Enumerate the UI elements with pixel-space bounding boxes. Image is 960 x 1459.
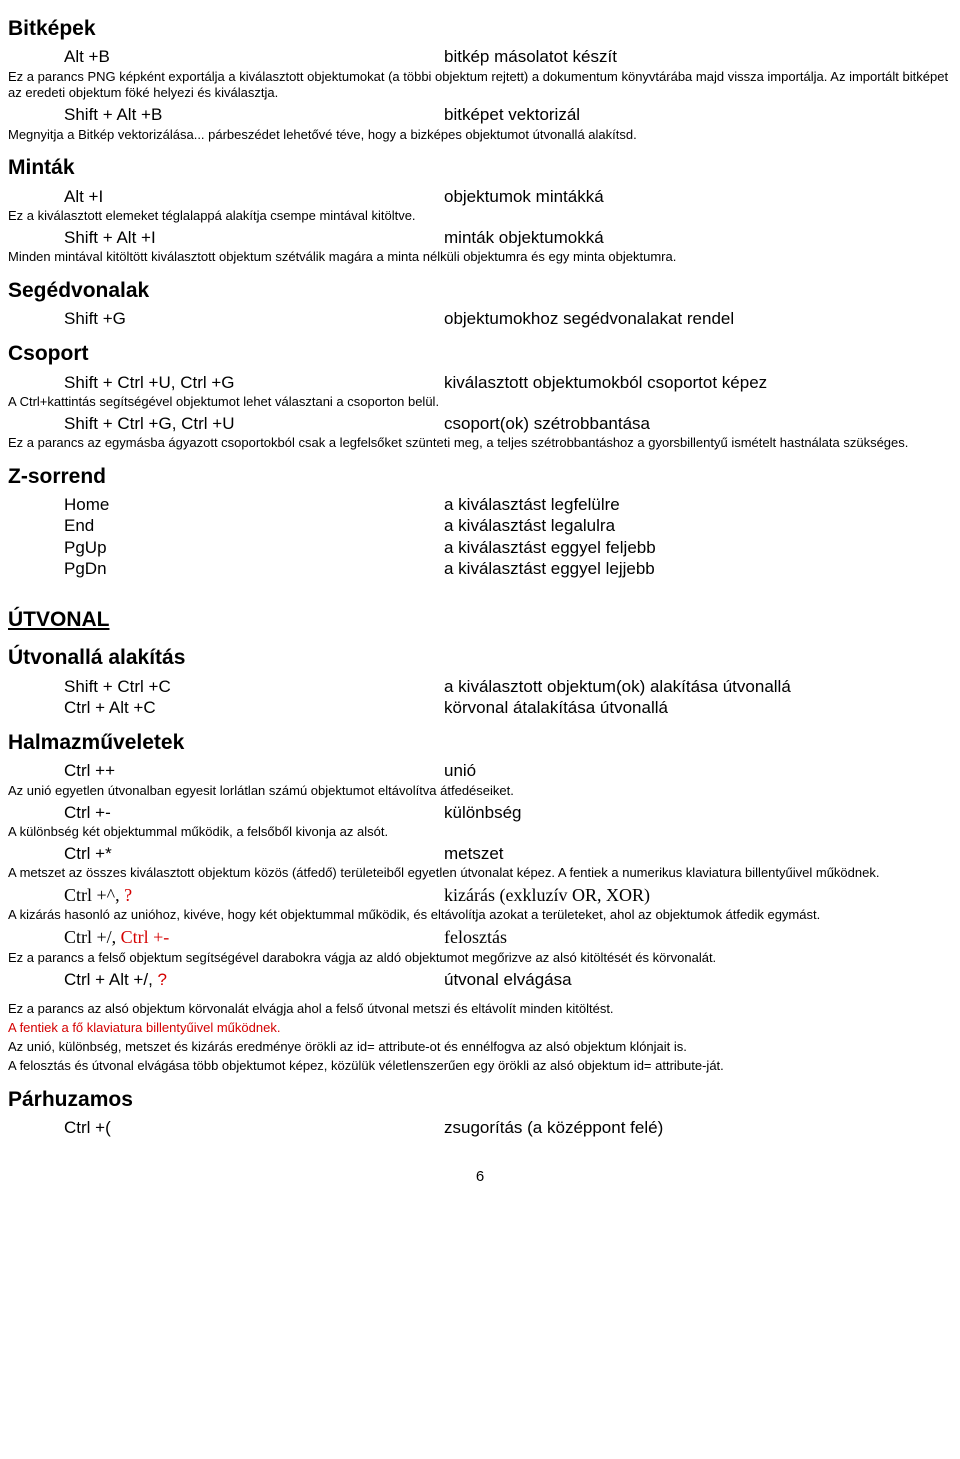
shortcut-row: PgUp a kiválasztást eggyel feljebb xyxy=(8,537,952,558)
description: A Ctrl+kattintás segítségével objektumot… xyxy=(8,394,952,411)
shortcut-action: bitképet vektorizál xyxy=(444,104,952,125)
shortcut-action: a kiválasztást legalulra xyxy=(444,515,952,536)
shortcut-action: a kiválasztott objektum(ok) alakítása út… xyxy=(444,676,952,697)
description: Az unió, különbség, metszet és kizárás e… xyxy=(8,1039,952,1056)
page-number: 6 xyxy=(8,1168,952,1187)
shortcut-row: Ctrl +* metszet xyxy=(8,843,952,864)
shortcut-key: Shift +G xyxy=(8,308,444,329)
shortcut-row: Shift + Alt +I minták objektumokká xyxy=(8,227,952,248)
spacer xyxy=(8,990,952,1000)
shortcut-key: Ctrl +( xyxy=(8,1117,444,1138)
shortcut-row: Ctrl + Alt +/, ? útvonal elvágása xyxy=(8,969,952,990)
shortcut-row: Alt +I objektumok mintákká xyxy=(8,186,952,207)
shortcut-row: Shift + Alt +B bitképet vektorizál xyxy=(8,104,952,125)
shortcut-action: objektumok mintákká xyxy=(444,186,952,207)
shortcut-row: Ctrl + Alt +C körvonal átalakítása útvon… xyxy=(8,697,952,718)
shortcut-action: útvonal elvágása xyxy=(444,969,952,990)
description: Ez a parancs a felső objektum segítségév… xyxy=(8,950,952,967)
description: Ez a parancs az egymásba ágyazott csopor… xyxy=(8,435,952,452)
shortcut-key: Ctrl + Alt +/, ? xyxy=(8,969,444,990)
section-title: Halmazműveletek xyxy=(8,730,952,756)
shortcut-action: minták objektumokká xyxy=(444,227,952,248)
description: A metszet az összes kiválasztott objektu… xyxy=(8,865,952,882)
shortcut-row: Ctrl ++ unió xyxy=(8,760,952,781)
shortcut-action: bitkép másolatot készít xyxy=(444,46,952,67)
key-part: Ctrl +/ xyxy=(64,927,112,947)
shortcut-key: Ctrl + Alt +C xyxy=(8,697,444,718)
shortcut-key: Shift + Ctrl +G, Ctrl +U xyxy=(8,413,444,434)
section-title: Bitképek xyxy=(8,16,952,42)
description: Ez a parancs PNG képként exportálja a ki… xyxy=(8,69,952,103)
shortcut-key: Shift + Alt +B xyxy=(8,104,444,125)
section-title: Útvonallá alakítás xyxy=(8,645,952,671)
shortcut-action: kizárás (exkluzív OR, XOR) xyxy=(444,884,952,907)
shortcut-action: objektumokhoz segédvonalakat rendel xyxy=(444,308,952,329)
shortcut-action: metszet xyxy=(444,843,952,864)
description: Ez a kiválasztott elemeket téglalappá al… xyxy=(8,208,952,225)
key-part-red: ? xyxy=(124,885,132,905)
shortcut-row: Shift + Ctrl +C a kiválasztott objektum(… xyxy=(8,676,952,697)
shortcut-row: Ctrl +( zsugorítás (a középpont felé) xyxy=(8,1117,952,1138)
section-title: Segédvonalak xyxy=(8,278,952,304)
shortcut-action: különbség xyxy=(444,802,952,823)
shortcut-row: PgDn a kiválasztást eggyel lejjebb xyxy=(8,558,952,579)
shortcut-row: Shift +G objektumokhoz segédvonalakat re… xyxy=(8,308,952,329)
key-part: Ctrl + Alt +/, xyxy=(64,970,158,989)
description: A felosztás és útvonal elvágása több obj… xyxy=(8,1058,952,1075)
description: Az unió egyetlen útvonalban egyesit lorl… xyxy=(8,783,952,800)
shortcut-row: Ctrl +- különbség xyxy=(8,802,952,823)
shortcut-row: Ctrl +/, Ctrl +- felosztás xyxy=(8,926,952,949)
description: Ez a parancs az alsó objektum körvonalát… xyxy=(8,1001,952,1018)
shortcut-key: PgUp xyxy=(8,537,444,558)
shortcut-key: Ctrl +/, Ctrl +- xyxy=(8,926,444,949)
shortcut-key: Ctrl +* xyxy=(8,843,444,864)
description: A kizárás hasonló az unióhoz, kivéve, ho… xyxy=(8,907,952,924)
shortcut-action: zsugorítás (a középpont felé) xyxy=(444,1117,952,1138)
shortcut-action: a kiválasztást eggyel lejjebb xyxy=(444,558,952,579)
shortcut-row: Shift + Ctrl +U, Ctrl +G kiválasztott ob… xyxy=(8,372,952,393)
key-part: Ctrl +^, xyxy=(64,885,124,905)
shortcut-key: Shift + Ctrl +C xyxy=(8,676,444,697)
shortcut-action: a kiválasztást eggyel feljebb xyxy=(444,537,952,558)
key-part: , xyxy=(112,927,121,947)
section-title: Minták xyxy=(8,155,952,181)
description-red: A fentiek a fő klaviatura billentyűivel … xyxy=(8,1020,952,1037)
description: Minden mintával kitöltött kiválasztott o… xyxy=(8,249,952,266)
shortcut-key: Ctrl +^, ? xyxy=(8,884,444,907)
description: A különbség két objektummal működik, a f… xyxy=(8,824,952,841)
shortcut-key: Home xyxy=(8,494,444,515)
shortcut-action: csoport(ok) szétrobbantása xyxy=(444,413,952,434)
shortcut-key: PgDn xyxy=(8,558,444,579)
section-title: Csoport xyxy=(8,341,952,367)
shortcut-key: Alt +B xyxy=(8,46,444,67)
shortcut-key: End xyxy=(8,515,444,536)
shortcut-row: End a kiválasztást legalulra xyxy=(8,515,952,536)
shortcut-action: unió xyxy=(444,760,952,781)
shortcut-action: a kiválasztást legfelülre xyxy=(444,494,952,515)
shortcut-action: körvonal átalakítása útvonallá xyxy=(444,697,952,718)
section-title: Z-sorrend xyxy=(8,464,952,490)
shortcut-row: Home a kiválasztást legfelülre xyxy=(8,494,952,515)
shortcut-key: Shift + Ctrl +U, Ctrl +G xyxy=(8,372,444,393)
shortcut-action: felosztás xyxy=(444,926,952,949)
shortcut-key: Ctrl +- xyxy=(8,802,444,823)
shortcut-key: Shift + Alt +I xyxy=(8,227,444,248)
key-part-red: Ctrl +- xyxy=(121,927,170,947)
shortcut-row: Alt +B bitkép másolatot készít xyxy=(8,46,952,67)
description: Megnyitja a Bitkép vektorizálása... párb… xyxy=(8,127,952,144)
category-title: ÚTVONAL xyxy=(8,607,952,633)
shortcut-key: Alt +I xyxy=(8,186,444,207)
key-part-red: ? xyxy=(158,970,167,989)
shortcut-action: kiválasztott objektumokból csoportot kép… xyxy=(444,372,952,393)
shortcut-row: Shift + Ctrl +G, Ctrl +U csoport(ok) szé… xyxy=(8,413,952,434)
shortcut-key: Ctrl ++ xyxy=(8,760,444,781)
section-title: Párhuzamos xyxy=(8,1087,952,1113)
shortcut-row: Ctrl +^, ? kizárás (exkluzív OR, XOR) xyxy=(8,884,952,907)
